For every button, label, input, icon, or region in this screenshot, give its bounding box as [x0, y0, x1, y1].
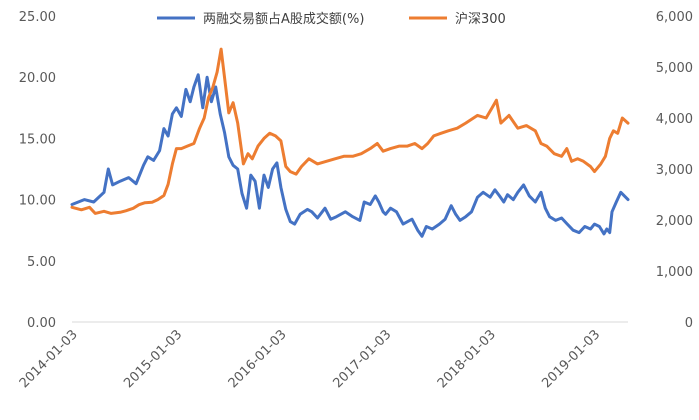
y-right-tick-label: 6,000 [656, 10, 693, 25]
x-tick-label: 2018-01-03 [435, 327, 499, 391]
y-left-tick-label: 20.00 [19, 71, 56, 86]
x-tick-label: 2015-01-03 [121, 327, 185, 391]
y-right-tick-label: 2,000 [656, 214, 693, 229]
y-left-tick-label: 5.00 [27, 255, 56, 270]
series-line-csi300 [70, 47, 630, 215]
y-right-tick-label: 5,000 [656, 61, 693, 76]
y-left-tick-label: 25.00 [19, 10, 56, 25]
series-line-margin-ratio [70, 73, 630, 238]
legend: 两融交易额占A股成交额(%) 沪深300 [157, 11, 506, 27]
x-tick-label: 2014-01-03 [17, 327, 81, 391]
y-right-tick-label: 1,000 [656, 265, 693, 280]
legend-entry-csi300-label: 沪深300 [455, 11, 506, 27]
x-tick-label: 2017-01-03 [330, 327, 394, 391]
y-left-tick-label: 15.00 [19, 132, 56, 147]
x-tick-label: 2016-01-03 [226, 327, 290, 391]
y-left-tick-label: 10.00 [19, 194, 56, 209]
y-right-tick-label: 0 [685, 316, 693, 331]
y-right-tick-label: 3,000 [656, 163, 693, 178]
axes: 0.00 5.00 10.00 15.00 20.00 25.00 0 1,000 2,000 3… [17, 10, 693, 391]
legend-entry-margin-ratio-label: 两融交易额占A股成交额(%) [203, 11, 364, 27]
y-right-tick-label: 4,000 [656, 112, 693, 127]
x-tick-label: 2019-01-03 [539, 327, 603, 391]
y-left-tick-label: 0.00 [27, 316, 56, 331]
series-lines [70, 47, 630, 238]
